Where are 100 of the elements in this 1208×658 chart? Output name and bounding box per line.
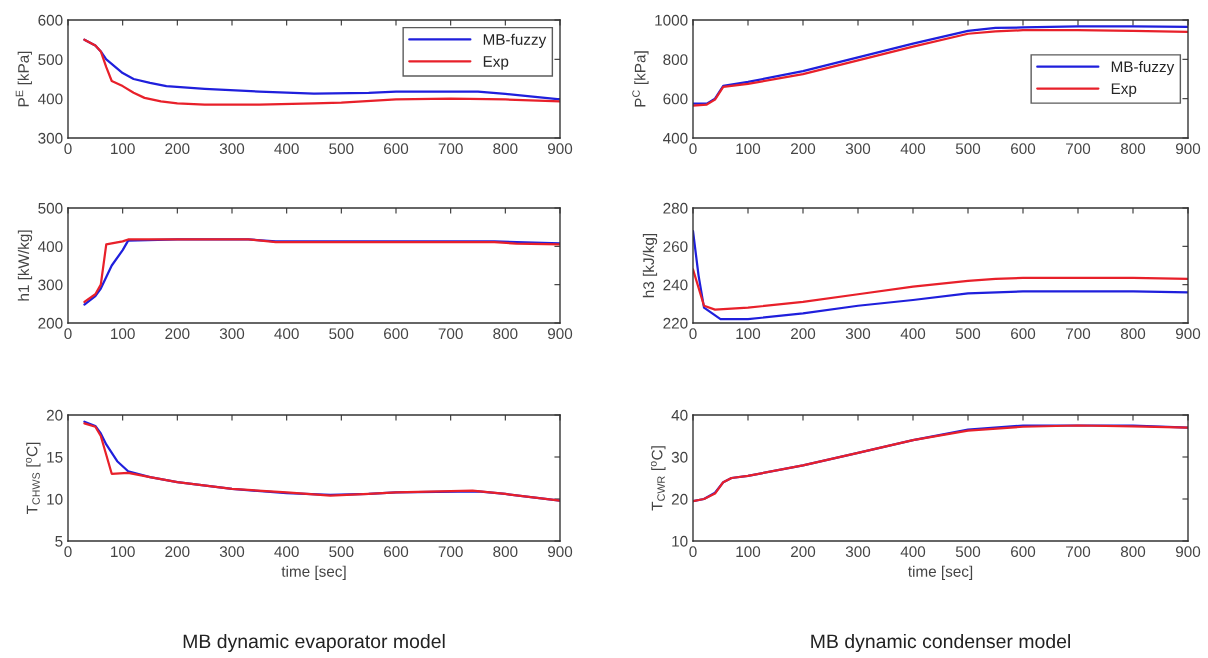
x-tick-label: 200 bbox=[791, 143, 816, 155]
y-tick-label: 400 bbox=[663, 132, 688, 144]
x-tick-label: 400 bbox=[274, 546, 299, 558]
x-tick-label: 700 bbox=[1066, 143, 1091, 155]
x-tick-label: 200 bbox=[791, 546, 816, 558]
x-tick-label: 800 bbox=[493, 328, 518, 340]
x-tick-label: 700 bbox=[1066, 328, 1091, 340]
x-tick-label: 500 bbox=[955, 143, 981, 155]
text: MB dynamic condenser model bbox=[811, 633, 1070, 653]
x-tick-label: 700 bbox=[1066, 546, 1091, 558]
x-axis-title: time [sec] bbox=[281, 565, 346, 580]
x-tick-label: 800 bbox=[1120, 328, 1146, 340]
x-tick-label: 500 bbox=[329, 143, 354, 155]
x-tick-label: 300 bbox=[845, 328, 871, 340]
x-tick-label: 600 bbox=[1011, 546, 1036, 558]
x-tick-label: 300 bbox=[219, 143, 245, 155]
x-tick-label: 300 bbox=[219, 546, 245, 558]
x-tick-label: 500 bbox=[329, 546, 354, 558]
x-tick-label: 200 bbox=[165, 143, 190, 155]
x-tick-label: 0 bbox=[64, 328, 72, 340]
x-tick-label: 800 bbox=[1120, 143, 1146, 155]
x-tick-label: 100 bbox=[111, 143, 135, 155]
y-tick-label: 300 bbox=[38, 279, 63, 291]
x-tick-label: 100 bbox=[111, 328, 135, 340]
y-tick-label: 260 bbox=[663, 241, 688, 253]
x-tick-label: 500 bbox=[329, 328, 354, 340]
x-tick-label: 500 bbox=[955, 328, 981, 340]
y-tick-label: 20 bbox=[671, 493, 688, 505]
legend-label: Exp bbox=[1111, 83, 1137, 98]
x-tick-label: 200 bbox=[165, 328, 190, 340]
legend-label: Exp bbox=[483, 56, 509, 70]
y-tick-label: 1000 bbox=[655, 14, 688, 26]
x-tick-label: 700 bbox=[438, 143, 463, 155]
y-tick-label: 200 bbox=[38, 317, 63, 329]
y-axis-title: T$_{CHWS}$ [$^{o}$C] bbox=[25, 442, 41, 515]
y-tick-label: 600 bbox=[663, 93, 688, 105]
x-tick-label: 600 bbox=[384, 143, 409, 155]
y-tick-label: 600 bbox=[38, 14, 63, 26]
y-tick-label: 500 bbox=[38, 202, 63, 214]
x-tick-label: 800 bbox=[493, 546, 518, 558]
y-axis-title: h3 [kJ/kg] bbox=[642, 233, 658, 298]
y-axis-title: T$_{CWR}$ [$^{o}$C] bbox=[650, 446, 666, 511]
x-tick-label: 900 bbox=[547, 546, 573, 558]
x-tick-label: 400 bbox=[274, 143, 299, 155]
legend-label: MB-fuzzy bbox=[483, 33, 547, 48]
x-tick-label: 0 bbox=[64, 546, 72, 558]
x-tick-label: 700 bbox=[438, 328, 463, 340]
x-tick-label: 100 bbox=[736, 328, 761, 340]
x-tick-label: 400 bbox=[900, 143, 926, 155]
x-tick-label: 900 bbox=[547, 143, 573, 155]
line-series bbox=[693, 424, 1188, 503]
x-tick-label: 0 bbox=[689, 328, 697, 340]
x-tick-label: 200 bbox=[165, 546, 190, 558]
x-tick-label: 400 bbox=[900, 546, 926, 558]
x-tick-label: 600 bbox=[1011, 328, 1036, 340]
y-tick-label: 20 bbox=[46, 409, 63, 421]
x-tick-label: 800 bbox=[1120, 546, 1146, 558]
x-tick-label: 400 bbox=[274, 328, 299, 340]
line-series bbox=[693, 268, 1188, 311]
y-tick-label: 800 bbox=[663, 54, 688, 66]
x-tick-label: 300 bbox=[219, 328, 245, 340]
y-tick-label: 400 bbox=[38, 241, 63, 253]
x-tick-label: 900 bbox=[1175, 546, 1201, 558]
x-tick-label: 400 bbox=[900, 328, 926, 340]
legend-label: MB-fuzzy bbox=[1111, 60, 1175, 76]
x-tick-label: 600 bbox=[384, 546, 409, 558]
x-tick-label: 300 bbox=[845, 143, 871, 155]
y-tick-label: 10 bbox=[47, 493, 63, 505]
text: MB dynamic evaporator model bbox=[183, 633, 445, 653]
x-tick-label: 0 bbox=[689, 143, 697, 155]
x-tick-label: 700 bbox=[438, 546, 463, 558]
x-tick-label: 0 bbox=[689, 546, 697, 558]
y-tick-label: 5 bbox=[55, 536, 63, 547]
x-tick-label: 100 bbox=[736, 143, 761, 155]
y-tick-label: 10 bbox=[672, 535, 688, 547]
y-tick-label: 300 bbox=[38, 132, 63, 144]
x-tick-label: 600 bbox=[384, 328, 409, 340]
x-tick-label: 900 bbox=[1175, 143, 1201, 155]
y-tick-label: 500 bbox=[38, 54, 63, 66]
x-tick-label: 800 bbox=[493, 143, 518, 155]
x-tick-label: 100 bbox=[736, 546, 761, 558]
x-tick-label: 900 bbox=[1175, 328, 1201, 340]
x-axis-title: time [sec] bbox=[908, 565, 973, 580]
x-tick-label: 100 bbox=[111, 546, 135, 558]
y-tick-label: 400 bbox=[38, 93, 63, 105]
y-tick-label: 15 bbox=[47, 452, 63, 463]
y-axis-title: h1 [kW/kg] bbox=[17, 230, 33, 301]
y-tick-label: 30 bbox=[671, 451, 688, 463]
y-axis-title: P$^{E}$ [kPa] bbox=[15, 51, 32, 107]
y-axis-title: P$^{C}$ [kPa] bbox=[632, 51, 649, 107]
y-tick-label: 40 bbox=[671, 409, 688, 421]
y-tick-label: 240 bbox=[663, 279, 688, 291]
y-tick-label: 280 bbox=[663, 202, 688, 214]
x-tick-label: 300 bbox=[845, 546, 871, 558]
y-tick-label: 220 bbox=[663, 317, 688, 329]
x-tick-label: 900 bbox=[547, 328, 573, 340]
x-tick-label: 200 bbox=[791, 328, 816, 340]
x-tick-label: 0 bbox=[64, 143, 72, 155]
x-tick-label: 600 bbox=[1011, 143, 1036, 155]
x-tick-label: 500 bbox=[955, 546, 981, 558]
